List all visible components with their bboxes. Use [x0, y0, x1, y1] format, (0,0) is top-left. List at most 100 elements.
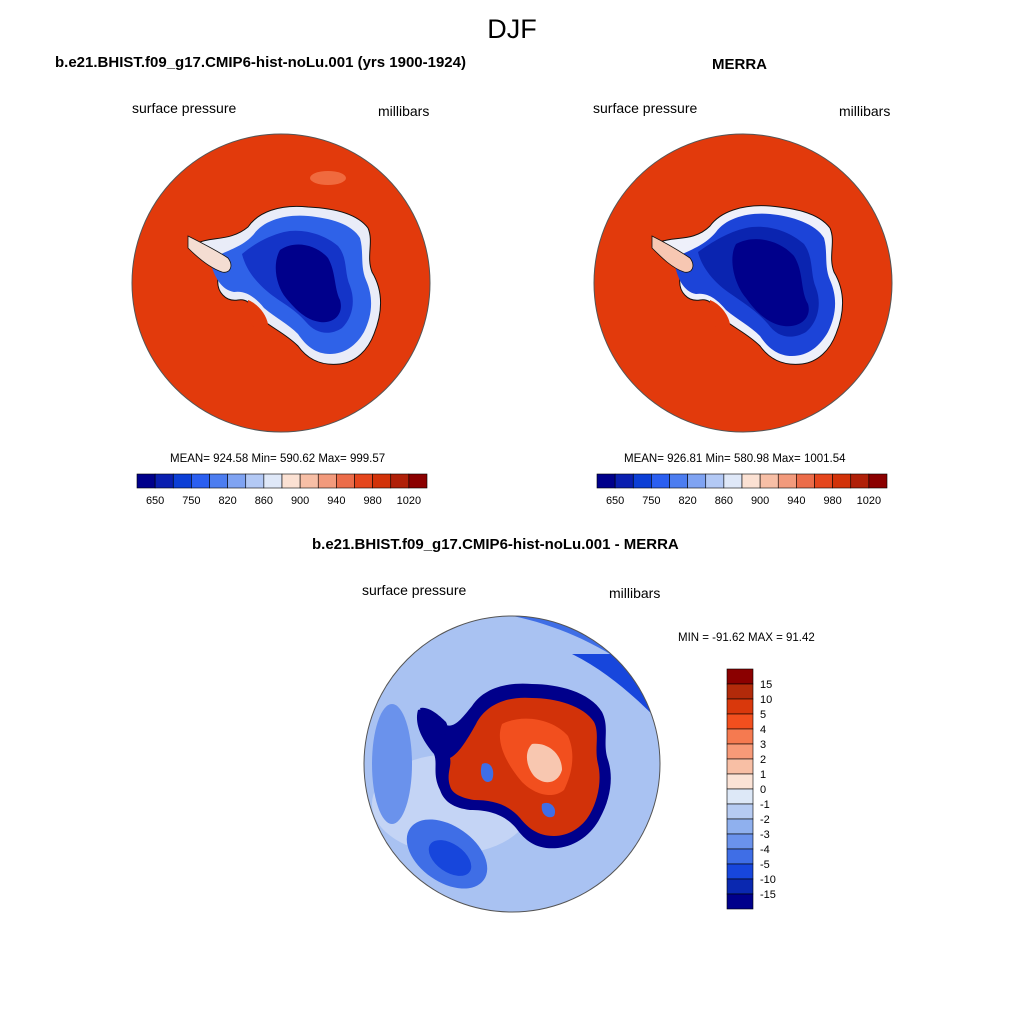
panel-1-colorbar-swatch: [354, 473, 373, 489]
panel-3-colorbar-swatch: [726, 683, 754, 700]
panel-3-colorbar-swatch: [726, 848, 754, 865]
panel-2-colorbar-swatch: [596, 473, 616, 489]
panel-1-variable-label: surface pressure: [132, 100, 237, 116]
panel-3-colorbar-swatch: [726, 698, 754, 715]
panel-2-colorbar-tick-label: 820: [678, 495, 696, 507]
panel-2-colorbar-swatch: [651, 473, 670, 489]
panel-2-peninsula: [651, 235, 694, 273]
panel-1-colorbar-swatch: [336, 473, 355, 489]
panel-1-colorbar-swatch: [281, 473, 301, 489]
panel-3-units-label: millibars: [609, 585, 661, 601]
panel-2-colorbar-swatch: [850, 473, 870, 489]
panel-2-colorbar-swatch: [632, 473, 652, 489]
panel-1-units-label: millibars: [378, 103, 430, 119]
panel-3-title: b.e21.BHIST.f09_g17.CMIP6-hist-noLu.001 …: [312, 536, 679, 553]
panel-3-map-border: [363, 615, 661, 913]
panel-3-variable-label: surface pressure: [362, 582, 467, 598]
panel-1-colorbar-swatch: [172, 473, 192, 489]
panel-3-colorbar-swatch: [726, 713, 754, 730]
panel-2-colorbar-swatch: [741, 473, 761, 489]
panel-2-ross-sea: [710, 300, 730, 329]
panel-2-colorbar-swatch: [814, 473, 833, 489]
panel-2-colorbar-tick-label: 860: [715, 495, 733, 507]
panel-3-colorbar-swatch: [726, 773, 754, 790]
panel-2-colorbar-swatch: [868, 473, 888, 489]
panel-2-colorbar: 650 750 820 860 900 940 980 1020: [596, 473, 888, 507]
panel-1-colorbar: 650 750 820 860 900 940 980 1020: [136, 473, 428, 507]
panel-3-colorbar-swatch: [726, 788, 754, 805]
panel-3-colorbar-tick-label: -10: [760, 874, 776, 886]
panel-2-colorbar-swatch: [614, 473, 634, 489]
panel-1-polar-map: [131, 133, 431, 433]
panel-1-colorbar-swatch: [245, 473, 265, 489]
panel-1-colorbar-tick-label: 750: [182, 495, 200, 507]
panel-1-colorbar-swatch: [209, 473, 228, 489]
panel-1-colorbar-tick-label: 980: [363, 495, 381, 507]
panel-1-stats: MEAN= 924.58 Min= 590.62 Max= 999.57: [170, 453, 386, 465]
panel-3-colorbar-swatch: [726, 728, 754, 745]
panel-1-colorbar-tick-label: 900: [291, 495, 309, 507]
figure-title: DJF: [487, 14, 537, 44]
panel-2-colorbar-swatch: [705, 473, 725, 489]
panel-1-colorbar-swatch: [191, 473, 210, 489]
panel-1-peninsula: [187, 235, 232, 273]
panel-3-colorbar-tick-label: -15: [760, 889, 776, 901]
panel-3-colorbar-swatch: [726, 743, 754, 760]
panel-3-colorbar-tick-label: 2: [760, 754, 766, 766]
panel-3-colorbar-swatch: [726, 893, 754, 910]
panel-1-colorbar-swatch: [408, 473, 428, 489]
panel-1-ocean-patch: [310, 171, 346, 185]
panel-3-colorbar-tick-label: -3: [760, 829, 770, 841]
panel-3-colorbar-swatch: [726, 863, 754, 880]
panel-1-colorbar-tick-label: 650: [146, 495, 164, 507]
panel-3-colorbar-tick-label: 4: [760, 724, 766, 736]
panel-3-colorbar-tick-label: -2: [760, 814, 770, 826]
panel-1-colorbar-swatch: [227, 473, 247, 489]
panel-1-colorbar-swatch: [263, 473, 283, 489]
panel-1-colorbar-swatch: [390, 473, 410, 489]
panel-2-colorbar-swatch: [723, 473, 743, 489]
panel-3-colorbar-tick-label: 1: [760, 769, 766, 781]
panel-3-peninsula: [420, 707, 448, 736]
panel-1-ross-sea: [248, 300, 268, 329]
panel-1-map-border: [131, 133, 431, 433]
panel-3-low-southwest-core: [428, 840, 472, 876]
panel-1-colorbar-tick-label: 860: [255, 495, 273, 507]
panel-3-interior-blue-streak: [480, 763, 494, 783]
panel-3-colorbar-tick-label: 15: [760, 679, 772, 691]
panel-3-colorbar-swatch: [726, 668, 754, 685]
panel-2-colorbar-swatch: [759, 473, 779, 489]
panel-1-colorbar-swatch: [317, 473, 337, 489]
panel-3-colorbar-tick-label: 3: [760, 739, 766, 751]
panel-3-colorbar-swatch: [726, 833, 754, 850]
panel-2-colorbar-tick-label: 750: [642, 495, 660, 507]
panel-1-colorbar-tick-label: 940: [327, 495, 345, 507]
panel-2-units-label: millibars: [839, 103, 891, 119]
panel-3-colorbar-tick-label: -4: [760, 844, 770, 856]
panel-2-antarctica-core: [732, 239, 809, 327]
panel-2-colorbar-tick-label: 940: [787, 495, 805, 507]
panel-3-interior-pale: [526, 743, 562, 783]
panel-2-colorbar-swatch: [669, 473, 688, 489]
panel-1-colorbar-swatch: [299, 473, 319, 489]
panel-1-colorbar-swatch: [154, 473, 174, 489]
panel-2-colorbar-swatch: [796, 473, 815, 489]
panel-3-colorbar-tick-label: -1: [760, 799, 770, 811]
panel-3-stats: MIN = -91.62 MAX = 91.42: [678, 632, 815, 644]
panel-3-colorbar-swatch: [726, 803, 754, 820]
panel-3-colorbar-tick-label: -5: [760, 859, 770, 871]
panel-2-colorbar-tick-label: 980: [823, 495, 841, 507]
panel-1-colorbar-swatch: [372, 473, 392, 489]
panel-3-colorbar-tick-label: 10: [760, 694, 772, 706]
panel-3-colorbar-swatch: [726, 878, 754, 895]
panel-2-stats: MEAN= 926.81 Min= 580.98 Max= 1001.54: [624, 453, 846, 465]
panel-1-antarctica-core: [275, 244, 341, 323]
panel-3-low-west: [372, 704, 412, 824]
panel-1-title: b.e21.BHIST.f09_g17.CMIP6-hist-noLu.001 …: [55, 54, 466, 71]
panel-3-polar-map: [363, 615, 661, 913]
panel-2-polar-map: [593, 133, 893, 433]
panel-1-colorbar-tick-label: 1020: [397, 495, 421, 507]
panel-2-colorbar-swatch: [777, 473, 797, 489]
panel-3-interior-blue-streak-2: [541, 802, 556, 818]
panel-3-colorbar-tick-label: 0: [760, 784, 766, 796]
